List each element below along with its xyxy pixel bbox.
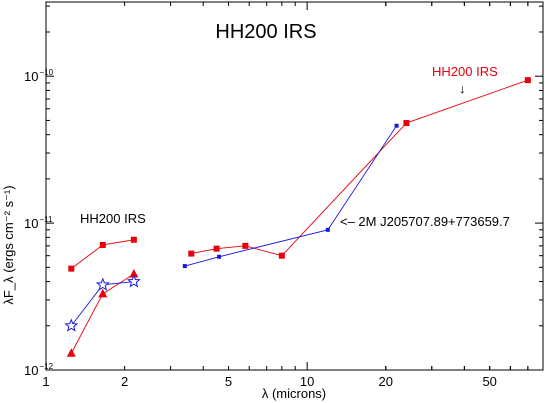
x-axis-label: λ (microns) (262, 386, 326, 401)
series-line (191, 79, 529, 257)
data-point-square (130, 236, 137, 243)
data-point-square (325, 227, 330, 232)
series-line (70, 281, 134, 327)
series-line (184, 125, 397, 267)
series-4 (182, 123, 399, 269)
plot-frame (45, 1, 544, 371)
x-tick-label: 50 (482, 374, 496, 389)
data-point-square (524, 77, 531, 84)
annotation-2mass-source: <– 2M J205707.89+773659.7 (340, 214, 510, 229)
data-point-square (217, 254, 222, 259)
x-tick-label: 2 (121, 374, 128, 389)
annotation-hh200-left: HH200 IRS (80, 211, 146, 226)
annotation-down-arrow: ↓ (459, 81, 466, 96)
data-point-square (403, 120, 410, 127)
y-axis-label: λF_λ (ergs cm⁻² s⁻¹) (1, 185, 16, 304)
x-tick-labels: 1 2 5 10 20 50 (42, 374, 497, 389)
data-point-square (213, 245, 220, 252)
data-point-square (394, 123, 399, 128)
data-point-triangle (66, 348, 76, 357)
series-0 (68, 236, 137, 272)
data-point-square (68, 265, 75, 272)
x-tick-label: 20 (379, 374, 393, 389)
data-point-square (99, 241, 106, 248)
data-point-triangle (98, 288, 108, 298)
series-layer (64, 77, 531, 357)
y-tick-label: 10−11 (24, 215, 53, 231)
data-point-square (242, 242, 249, 249)
data-point-square (278, 252, 285, 259)
axis-ticks (45, 2, 544, 371)
series-3 (188, 77, 531, 259)
data-point-star (95, 277, 110, 291)
data-point-square (188, 250, 195, 257)
series-2 (64, 274, 141, 332)
annotation-hh200-red: HH200 IRS (432, 64, 498, 79)
x-tick-label: 5 (225, 374, 232, 389)
y-tick-labels: 10−12 10−11 10−10 (24, 68, 54, 378)
x-tick-label: 10 (300, 374, 314, 389)
series-1 (66, 269, 139, 357)
data-point-triangle (129, 269, 139, 278)
y-tick-label: 10−10 (24, 68, 54, 84)
chart-title: HH200 IRS (215, 21, 316, 43)
data-point-star (64, 318, 79, 332)
x-tick-label: 1 (42, 374, 49, 389)
data-point-square (182, 264, 187, 269)
data-point-star (126, 274, 141, 288)
y-tick-label: 10−12 (24, 362, 54, 378)
